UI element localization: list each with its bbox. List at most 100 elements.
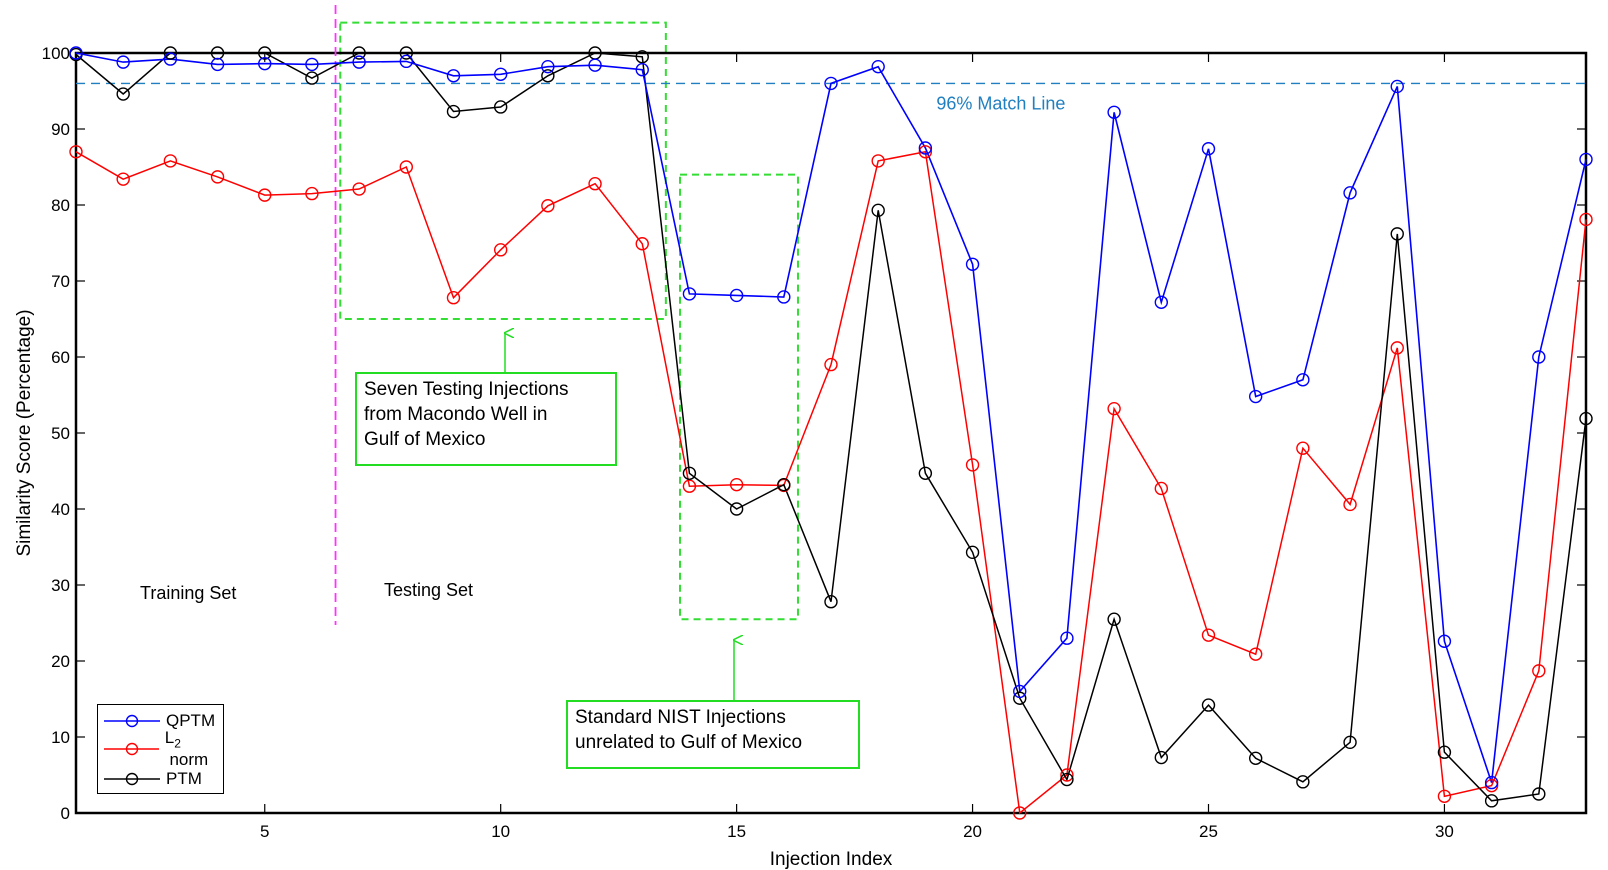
data-point-ptm xyxy=(446,104,461,119)
data-point-l2-norm xyxy=(352,182,366,196)
data-point-qptm xyxy=(1107,105,1121,119)
data-point-ptm xyxy=(1437,745,1452,759)
data-point-l2-norm xyxy=(1484,778,1499,793)
legend-label-qptm: QPTM xyxy=(166,711,216,730)
data-point-l2-norm xyxy=(1532,664,1546,678)
data-point-l2-norm xyxy=(541,199,555,213)
data-point-l2-norm xyxy=(1390,341,1404,355)
data-point-qptm xyxy=(352,55,366,69)
data-point-ptm xyxy=(399,46,414,60)
data-point-qptm xyxy=(965,257,980,271)
annotation-line: from Macondo Well in xyxy=(364,404,548,425)
legend-l2-subscript: 2 xyxy=(174,736,181,751)
data-point-l2-norm xyxy=(588,177,602,191)
data-point-qptm xyxy=(210,57,225,72)
data-point-qptm xyxy=(258,56,272,71)
data-point-qptm xyxy=(1201,142,1216,156)
data-point-qptm xyxy=(163,52,178,66)
legend-swatch-ptm xyxy=(104,772,160,786)
data-point-qptm xyxy=(116,55,130,69)
annotation-line: Standard NIST Injections xyxy=(575,707,786,728)
data-point-ptm xyxy=(1390,227,1404,241)
legend-entry-l2-norm: L2 norm xyxy=(104,728,223,769)
data-point-l2-norm xyxy=(1107,401,1121,416)
data-point-l2-norm xyxy=(1154,481,1169,496)
y-tick-label: 40 xyxy=(51,500,70,519)
legend-swatch-qptm xyxy=(104,714,160,728)
data-point-qptm xyxy=(824,76,838,91)
y-tick-label: 60 xyxy=(51,348,70,367)
data-point-qptm xyxy=(541,59,555,74)
data-point-qptm xyxy=(1484,775,1499,790)
data-point-ptm xyxy=(258,46,272,60)
y-tick-label: 30 xyxy=(51,576,70,595)
data-point-qptm xyxy=(1437,634,1452,648)
data-point-l2-norm xyxy=(918,145,933,159)
data-point-l2-norm xyxy=(258,188,272,202)
data-point-qptm xyxy=(1390,79,1404,94)
data-point-ptm xyxy=(1579,411,1593,426)
series-lines xyxy=(75,52,1587,815)
training-set-label: Training Set xyxy=(140,583,237,603)
data-point-ptm xyxy=(729,502,744,516)
data-point-qptm xyxy=(682,287,697,301)
data-point-l2-norm xyxy=(493,243,508,257)
data-point-l2-norm xyxy=(635,237,649,251)
data-point-ptm xyxy=(1060,772,1074,787)
data-point-ptm xyxy=(305,71,319,85)
legend-swatch-l2-norm xyxy=(104,742,159,756)
data-point-l2-norm xyxy=(1248,647,1263,661)
data-point-l2-norm xyxy=(69,145,83,159)
y-tick-label: 0 xyxy=(61,804,70,823)
data-point-ptm xyxy=(635,50,649,64)
data-point-qptm xyxy=(1248,389,1263,404)
data-point-l2-norm xyxy=(1296,441,1310,455)
series-line-ptm xyxy=(75,52,1587,802)
axes xyxy=(74,5,1588,815)
series-line-l2-norm xyxy=(75,150,1587,815)
y-tick-label: 20 xyxy=(51,652,70,671)
y-tick-label: 70 xyxy=(51,272,70,291)
plot-frame xyxy=(74,51,1588,815)
x-tick-label: 30 xyxy=(1435,822,1454,841)
data-point-qptm xyxy=(1532,350,1546,364)
data-point-ptm xyxy=(1296,775,1310,789)
data-point-l2-norm xyxy=(446,291,461,305)
x-tick-label: 15 xyxy=(727,822,746,841)
x-axis-label: Injection Index xyxy=(770,849,893,870)
data-point-ptm xyxy=(965,545,980,560)
legend-l2-letter: L xyxy=(164,727,175,747)
y-tick-label: 90 xyxy=(51,120,70,139)
annotation-nist-injections: Standard NIST Injections unrelated to Gu… xyxy=(566,700,860,769)
data-point-qptm xyxy=(69,46,83,60)
data-point-ptm xyxy=(682,466,697,480)
data-point-ptm xyxy=(1532,787,1546,801)
legend: QPTM L2 norm PTM xyxy=(97,704,224,794)
data-point-ptm xyxy=(871,203,885,218)
annotation-line: Seven Testing Injections xyxy=(364,379,569,400)
data-point-ptm xyxy=(493,100,508,114)
data-point-qptm xyxy=(918,141,933,155)
data-point-ptm xyxy=(1484,794,1499,808)
data-point-ptm xyxy=(1154,750,1169,765)
y-axis-label: Similarity Score (Percentage) xyxy=(14,309,35,556)
y-tick-label: 50 xyxy=(51,424,70,443)
x-tick-label: 20 xyxy=(963,822,982,841)
legend-label-l2-norm: L2 norm xyxy=(165,728,223,770)
testing-set-label: Testing Set xyxy=(384,580,474,600)
data-point-qptm xyxy=(635,63,649,77)
data-point-qptm xyxy=(399,54,414,69)
data-point-l2-norm xyxy=(729,477,744,492)
data-point-qptm xyxy=(1060,631,1074,645)
data-point-qptm xyxy=(1154,295,1169,309)
x-tick-label: 5 xyxy=(260,822,269,841)
data-point-ptm xyxy=(116,87,130,101)
data-point-ptm xyxy=(1201,698,1216,712)
highlight-region-1 xyxy=(339,21,667,320)
y-tick-label: 100 xyxy=(42,44,70,63)
data-point-ptm xyxy=(824,595,838,609)
data-point-ptm xyxy=(1248,751,1263,765)
highlight-region-2 xyxy=(679,173,799,621)
data-point-l2-norm xyxy=(1013,806,1027,820)
